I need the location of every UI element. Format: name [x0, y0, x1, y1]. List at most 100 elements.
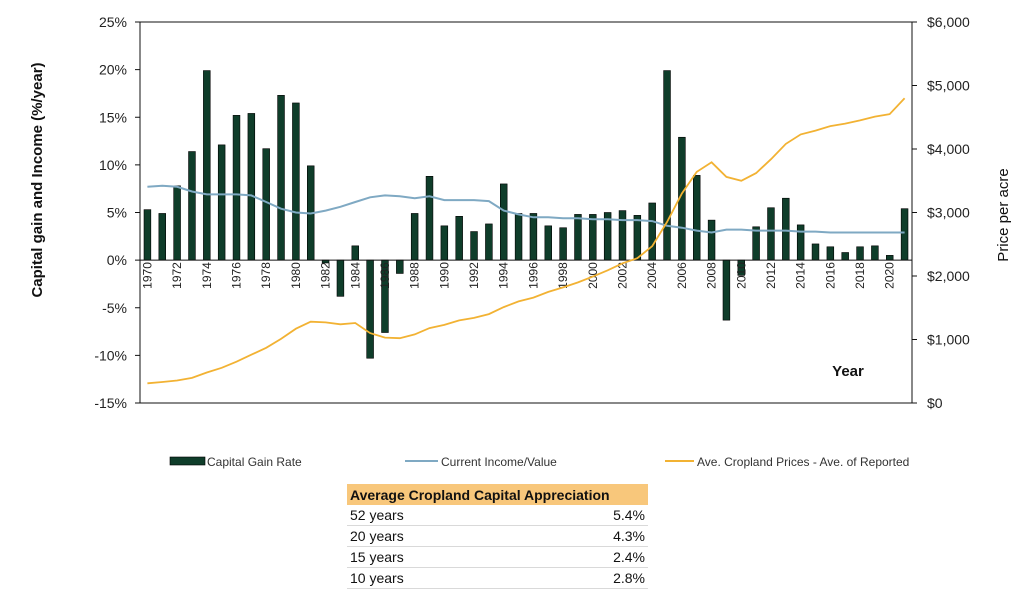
left-axis-title: Capital gain and Income (%/year) [29, 62, 46, 297]
left-tick-label: 20% [99, 62, 127, 78]
capital-gain-bar [500, 183, 508, 261]
x-tick-label: 2020 [883, 262, 897, 289]
capital-gain-bar [203, 70, 211, 261]
legend-item-income: Current Income/Value [405, 455, 557, 469]
table-header: Average Cropland Capital Appreciation [347, 484, 648, 505]
x-tick-label: 2004 [645, 262, 659, 289]
capital-gain-bar [485, 223, 493, 261]
current-income-line [147, 184, 905, 234]
capital-gain-bar [425, 176, 434, 261]
right-axis-ticks: $6,000 $5,000 $4,000 $3,000 $2,000 $1,000 $0 [912, 14, 970, 411]
row-label: 20 years [347, 525, 532, 547]
capital-gain-chart: 25% 20% 15% 10% 5% 0% -5% -10% -15% $6,000 $5,000… [29, 14, 1012, 469]
capital-gain-bar [143, 209, 152, 261]
capital-gain-bar [544, 225, 552, 261]
capital-gain-bar [440, 225, 449, 261]
x-tick-label: 2012 [764, 262, 778, 289]
capital-gain-bar [232, 115, 241, 261]
right-tick-label: $0 [927, 395, 943, 411]
x-tick-label: 1992 [467, 262, 481, 289]
left-tick-label: 25% [99, 14, 127, 30]
x-tick-label: 1990 [437, 262, 451, 289]
capital-gain-bar [470, 231, 478, 261]
capital-gain-bar [292, 102, 300, 261]
right-tick-label: $6,000 [927, 14, 970, 30]
capital-gain-bar [900, 208, 909, 261]
right-tick-label: $4,000 [927, 141, 970, 157]
table-row: 15 years 2.4% [347, 546, 648, 568]
x-tick-label: 1970 [140, 262, 154, 289]
capital-gain-bar [559, 227, 567, 261]
row-label: 52 years [347, 505, 532, 526]
capital-gain-bar [841, 252, 849, 261]
left-tick-label: -15% [94, 395, 127, 411]
capital-gain-bar [886, 255, 894, 261]
plot-area [139, 21, 913, 404]
capital-gain-bars [143, 70, 909, 359]
legend-label-income: Current Income/Value [441, 455, 557, 469]
capital-gain-bar [663, 70, 671, 261]
capital-gain-bar [871, 245, 879, 261]
capital-gain-bar [277, 95, 285, 261]
legend-label-capital-gain: Capital Gain Rate [207, 455, 302, 469]
x-tick-label: 2002 [616, 262, 630, 289]
right-tick-label: $3,000 [927, 205, 970, 221]
capital-gain-bar [217, 144, 226, 261]
right-axis-title: Price per acre [995, 168, 1012, 261]
x-tick-label: 1974 [200, 262, 214, 289]
row-value: 2.8% [531, 567, 648, 589]
capital-gain-bar [767, 207, 775, 261]
table-header-row: Average Cropland Capital Appreciation [347, 484, 648, 505]
row-label: 15 years [347, 546, 532, 568]
row-label: 10 years [347, 567, 532, 589]
capital-gain-bar [633, 215, 642, 261]
left-tick-label: 15% [99, 109, 127, 125]
left-tick-label: 5% [107, 205, 127, 221]
capital-gain-bar [648, 202, 656, 261]
x-axis-tick-labels: 1970 1972 1974 1976 1978 1980 1982 1984 1986 1988… [140, 262, 896, 289]
x-tick-label: 1988 [408, 262, 422, 289]
capital-gain-bar [188, 151, 196, 261]
legend-label-cropland-price: Ave. Cropland Prices - Ave. of Reported [697, 455, 909, 469]
x-tick-label: 2000 [586, 262, 600, 289]
x-tick-label: 2018 [853, 262, 867, 289]
x-tick-label: 2010 [734, 262, 748, 289]
x-tick-label: 2008 [705, 262, 719, 289]
capital-gain-bar [455, 216, 463, 261]
capital-gain-bar [410, 213, 419, 261]
x-tick-label: 1978 [259, 262, 273, 289]
capital-gain-bar [856, 246, 864, 261]
capital-gain-bar [158, 213, 166, 261]
x-tick-label: 2014 [794, 262, 808, 289]
x-tick-label: 2016 [823, 262, 837, 289]
capital-gain-bar [336, 259, 345, 297]
x-tick-label: 1972 [170, 262, 184, 289]
capital-gain-bar [782, 197, 790, 261]
x-tick-label: 1986 [378, 262, 392, 289]
x-tick-label: 2006 [675, 262, 689, 289]
capital-gain-bar [826, 246, 835, 261]
capital-gain-bar [707, 219, 716, 261]
capital-gain-bar [722, 259, 731, 321]
table-row: 20 years 4.3% [347, 525, 648, 547]
legend: Capital Gain Rate Current Income/Value A… [169, 455, 909, 469]
cropland-price-line [147, 97, 906, 385]
capital-gain-bar [351, 245, 359, 261]
capital-gain-bar [396, 259, 404, 274]
x-axis-title: Year [832, 363, 864, 380]
capital-gain-bar [574, 214, 582, 261]
legend-item-cropland-price: Ave. Cropland Prices - Ave. of Reported [665, 455, 909, 469]
row-value: 2.4% [531, 546, 648, 568]
right-tick-label: $5,000 [927, 78, 970, 94]
legend-item-capital-gain: Capital Gain Rate [169, 455, 302, 469]
left-tick-label: -10% [94, 347, 127, 363]
capital-gain-bar [262, 148, 270, 261]
left-tick-label: -5% [102, 300, 127, 316]
capital-gain-bar [173, 185, 181, 261]
table-row: 10 years 2.8% [347, 567, 648, 589]
left-axis-ticks: 25% 20% 15% 10% 5% 0% -5% -10% -15% [94, 14, 140, 411]
x-tick-label: 1998 [556, 262, 570, 289]
x-tick-label: 1980 [289, 262, 303, 289]
x-tick-label: 1982 [319, 262, 333, 289]
x-tick-label: 1976 [230, 262, 244, 289]
